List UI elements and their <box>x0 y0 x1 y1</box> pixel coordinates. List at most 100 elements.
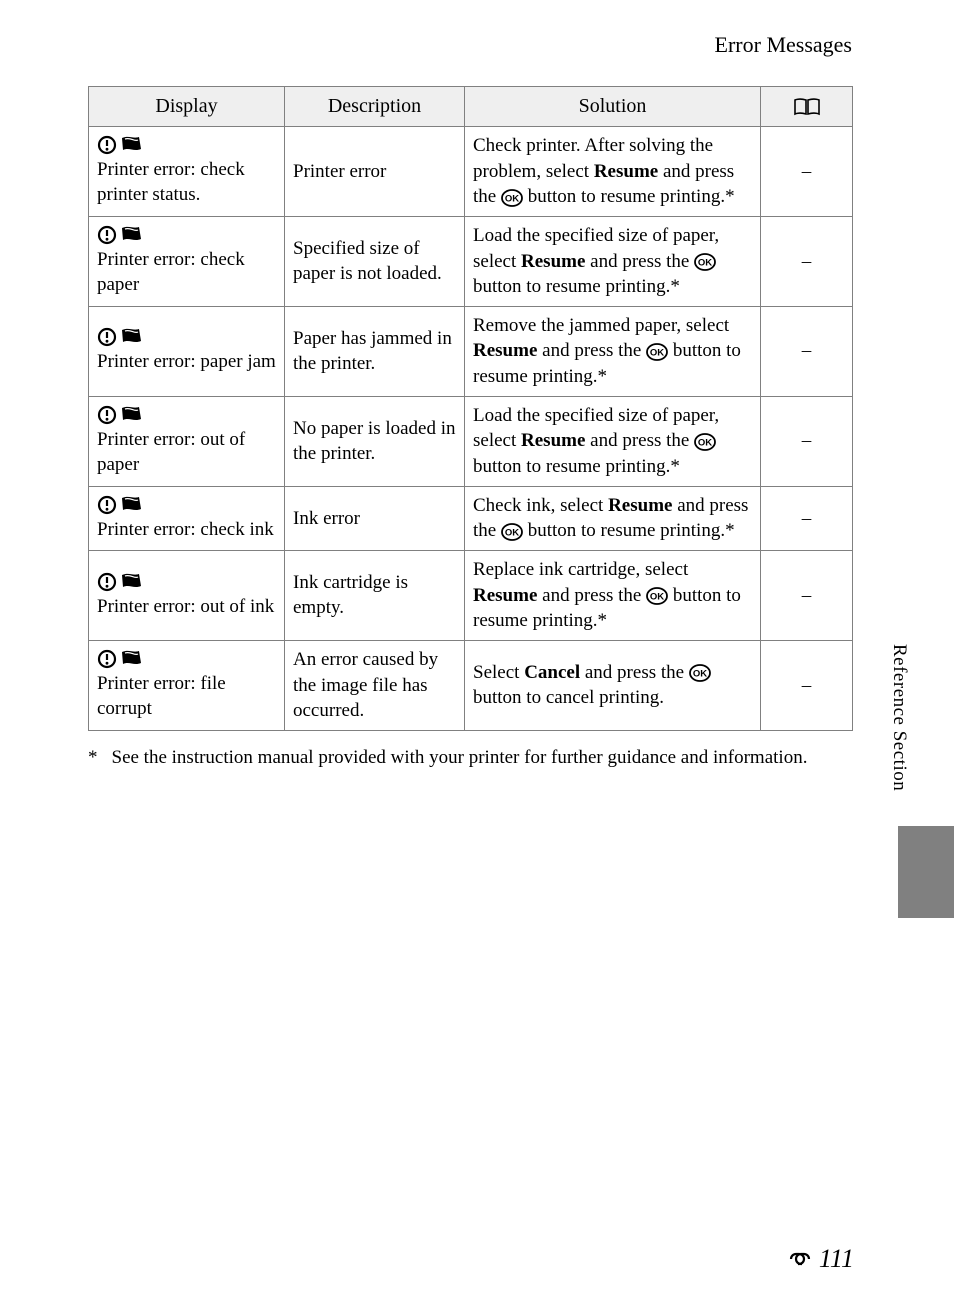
display-text: Printer error: out of ink <box>97 596 274 617</box>
solution-bold: Resume <box>473 340 537 361</box>
pictbridge-icon <box>119 327 143 347</box>
error-table: Display Description Solution Printer err… <box>88 86 853 731</box>
solution-bold: Resume <box>594 161 658 182</box>
display-text: Printer error: paper jam <box>97 351 276 372</box>
cell-display: Printer error: out of paper <box>89 396 285 486</box>
display-text: Printer error: check paper <box>97 249 245 296</box>
svg-text:OK: OK <box>505 193 519 204</box>
warning-icon <box>97 495 117 515</box>
solution-post: button to cancel printing. <box>473 687 664 708</box>
display-text: Printer error: check ink <box>97 519 274 540</box>
page-number-text: 111 <box>819 1244 854 1274</box>
page-title: Error Messages <box>715 32 852 58</box>
cell-solution: Select Cancel and press the OK button to… <box>465 640 761 730</box>
ok-button-icon: OK <box>646 587 668 605</box>
table-header-row: Display Description Solution <box>89 87 853 127</box>
solution-pre: Select <box>473 662 524 683</box>
table-body: Printer error: check printer status. Prin… <box>89 127 853 731</box>
table-row: Printer error: check paper Specified size… <box>89 216 853 306</box>
cell-display: Printer error: paper jam <box>89 306 285 396</box>
cell-display: Printer error: check printer status. <box>89 127 285 217</box>
header-solution: Solution <box>465 87 761 127</box>
table-row: Printer error: out of ink Ink cartridge i… <box>89 550 853 640</box>
cell-solution: Check ink, select Resume and press the O… <box>465 486 761 550</box>
header-reference <box>761 87 853 127</box>
warning-icon <box>97 572 117 592</box>
table-row: Printer error: paper jam Paper has jammed… <box>89 306 853 396</box>
solution-mid: and press the <box>585 430 694 451</box>
solution-post: button to resume printing.* <box>473 276 680 297</box>
cell-description: Ink cartridge is empty. <box>285 550 465 640</box>
solution-bold: Resume <box>521 251 585 272</box>
ok-button-icon: OK <box>694 253 716 271</box>
cell-description: An error caused by the image file has oc… <box>285 640 465 730</box>
display-text: Printer error: check printer status. <box>97 159 245 206</box>
table-row: Printer error: out of paper No paper is l… <box>89 396 853 486</box>
cell-reference: – <box>761 486 853 550</box>
solution-bold: Cancel <box>524 662 580 683</box>
cell-reference: – <box>761 396 853 486</box>
table-row: Printer error: file corrupt An error caus… <box>89 640 853 730</box>
cell-reference: – <box>761 127 853 217</box>
ok-button-icon: OK <box>694 433 716 451</box>
svg-text:OK: OK <box>505 527 519 538</box>
cell-display: Printer error: check paper <box>89 216 285 306</box>
solution-bold: Resume <box>521 430 585 451</box>
footnote: * See the instruction manual provided wi… <box>88 745 852 771</box>
pictbridge-icon <box>119 495 143 515</box>
svg-text:OK: OK <box>693 669 707 680</box>
warning-icon <box>97 135 117 155</box>
header-display: Display <box>89 87 285 127</box>
svg-text:OK: OK <box>650 348 664 359</box>
table-row: Printer error: check inkInk errorCheck i… <box>89 486 853 550</box>
cell-reference: – <box>761 640 853 730</box>
link-icon <box>785 1250 815 1268</box>
page-number: 111 <box>785 1244 854 1274</box>
pictbridge-icon <box>119 405 143 425</box>
table-row: Printer error: check printer status. Prin… <box>89 127 853 217</box>
cell-display: Printer error: file corrupt <box>89 640 285 730</box>
pictbridge-icon <box>119 225 143 245</box>
cell-solution: Load the specified size of paper, select… <box>465 216 761 306</box>
cell-reference: – <box>761 550 853 640</box>
side-label: Reference Section <box>888 644 910 791</box>
solution-mid: and press the <box>537 340 646 361</box>
cell-description: Specified size of paper is not loaded. <box>285 216 465 306</box>
solution-bold: Resume <box>608 495 672 516</box>
solution-pre: Remove the jammed paper, select <box>473 315 729 336</box>
pictbridge-icon <box>119 135 143 155</box>
footnote-marker: * <box>88 745 98 771</box>
side-tab <box>898 826 954 918</box>
solution-mid: and press the <box>580 662 689 683</box>
ok-button-icon: OK <box>501 189 523 207</box>
display-text: Printer error: file corrupt <box>97 673 226 720</box>
solution-bold: Resume <box>473 585 537 606</box>
warning-icon <box>97 405 117 425</box>
cell-solution: Check printer. After solving the problem… <box>465 127 761 217</box>
solution-pre: Check ink, select <box>473 495 608 516</box>
display-text: Printer error: out of paper <box>97 429 245 476</box>
svg-text:OK: OK <box>698 258 712 269</box>
error-table-wrap: Display Description Solution Printer err… <box>88 86 852 770</box>
solution-post: button to resume printing.* <box>473 456 680 477</box>
cell-description: Ink error <box>285 486 465 550</box>
cell-description: No paper is loaded in the printer. <box>285 396 465 486</box>
pictbridge-icon <box>119 649 143 669</box>
solution-mid: and press the <box>585 251 694 272</box>
cell-solution: Load the specified size of paper, select… <box>465 396 761 486</box>
cell-description: Printer error <box>285 127 465 217</box>
svg-text:OK: OK <box>698 438 712 449</box>
warning-icon <box>97 225 117 245</box>
cell-description: Paper has jammed in the printer. <box>285 306 465 396</box>
cell-solution: Replace ink cartridge, select Resume and… <box>465 550 761 640</box>
solution-post: button to resume printing.* <box>523 520 735 541</box>
footnote-text: See the instruction manual provided with… <box>112 745 808 771</box>
header-description: Description <box>285 87 465 127</box>
svg-text:OK: OK <box>650 592 664 603</box>
solution-mid: and press the <box>537 585 646 606</box>
cell-display: Printer error: check ink <box>89 486 285 550</box>
solution-pre: Replace ink cartridge, select <box>473 559 688 580</box>
warning-icon <box>97 649 117 669</box>
cell-solution: Remove the jammed paper, select Resume a… <box>465 306 761 396</box>
ok-button-icon: OK <box>689 664 711 682</box>
